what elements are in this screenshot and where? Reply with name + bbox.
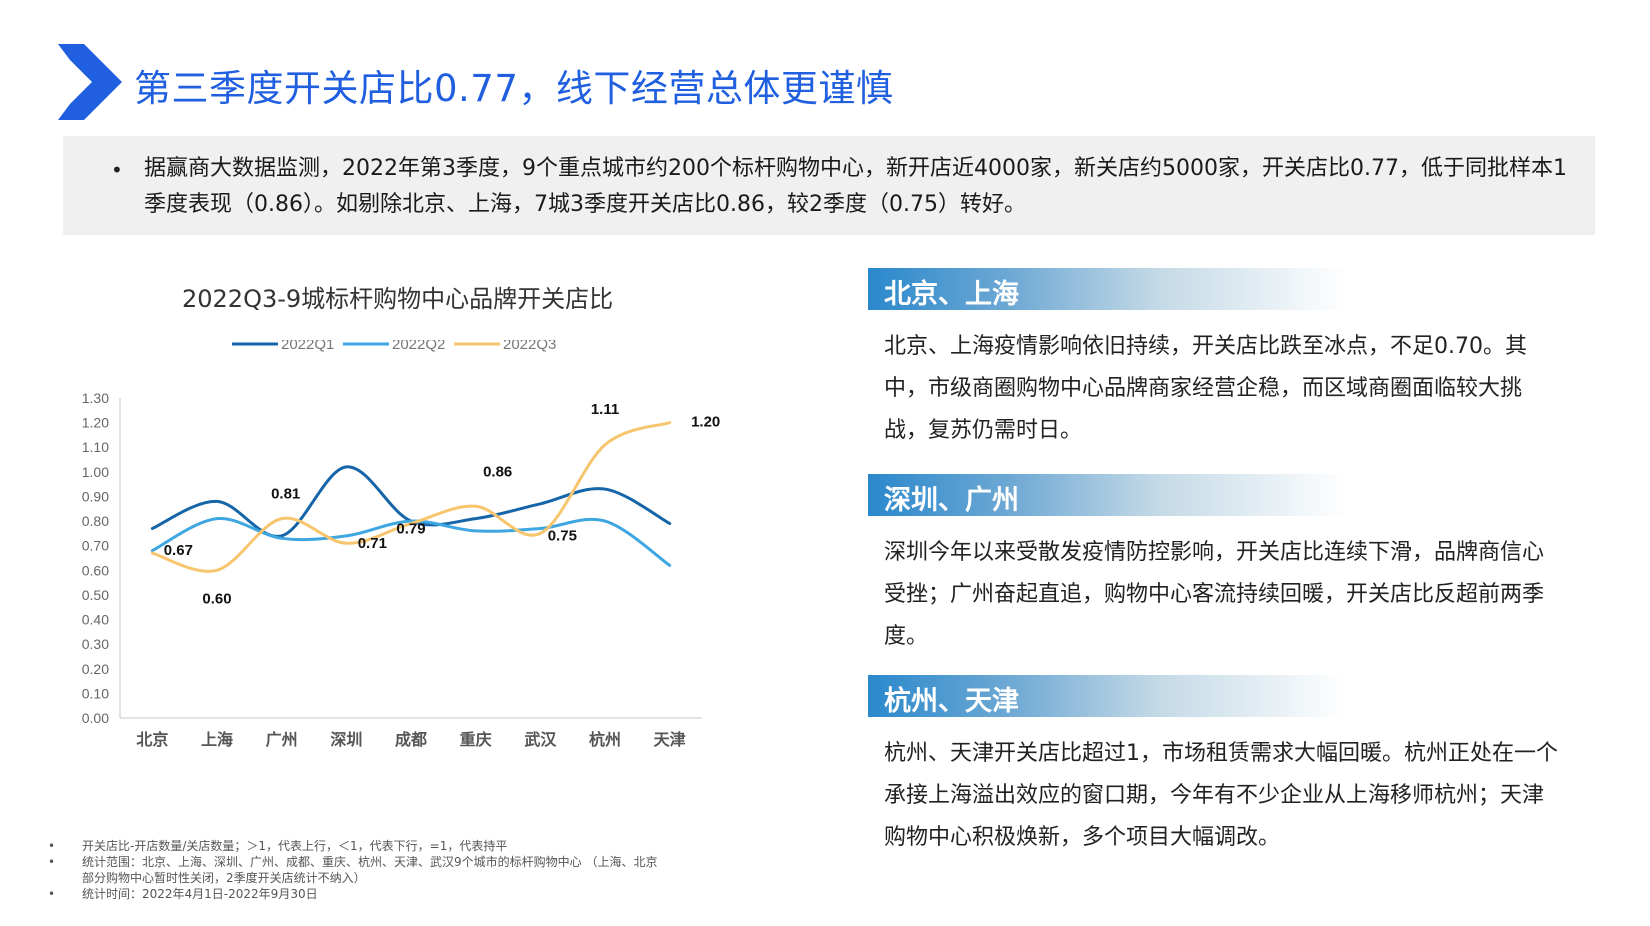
- footnote-item: • 统计范围：北京、上海、深圳、广州、成都、重庆、杭州、天津、武汉9个城市的标杆…: [48, 854, 668, 886]
- x-tick-label: 上海: [201, 730, 233, 749]
- data-label: 0.60: [202, 590, 231, 607]
- data-label: 0.86: [483, 463, 512, 480]
- series-line-2022Q3: [150, 421, 672, 573]
- footnote-text: 统计范围：北京、上海、深圳、广州、成都、重庆、杭州、天津、武汉9个城市的标杆购物…: [82, 855, 658, 885]
- y-tick-label: 0.20: [82, 661, 109, 677]
- footnote-text: 统计时间：2022年4月1日-2022年9月30日: [82, 887, 318, 901]
- y-tick-label: 1.10: [82, 439, 109, 455]
- chart-legend: 2022Q1 2022Q2 2022Q3: [232, 340, 556, 353]
- y-tick-label: 0.70: [82, 538, 109, 554]
- chevron-right-icon: [58, 44, 122, 120]
- x-tick-label: 杭州: [589, 730, 621, 749]
- section-heading-hangzhou-tianjin: 杭州、天津: [868, 675, 1348, 717]
- section-text-shenzhen-guangzhou: 深圳今年以来受散发疫情防控影响，开关店比连续下滑，品牌商信心受挫；广州奋起直追，…: [884, 540, 1545, 649]
- chart-axes: 0.00 0.10 0.20 0.30 0.40 0.50 0.60 0.70 0.80 0.90…: [82, 390, 702, 749]
- y-tick-label: 1.30: [82, 390, 109, 406]
- y-tick-label: 0.60: [82, 562, 109, 578]
- y-tick-label: 0.80: [82, 513, 109, 529]
- y-tick-label: 0.40: [82, 612, 109, 628]
- summary-text: 据赢商大数据监测，2022年第3季度，9个重点城市约200个标杆购物中心，新开店…: [144, 156, 1567, 217]
- footnote-bullet: •: [48, 887, 56, 901]
- legend-label: 2022Q2: [392, 340, 445, 353]
- x-tick-label: 深圳: [330, 730, 362, 749]
- footnotes: • 开关店比-开店数量/关店数量；＞1，代表上行，＜1，代表下行，=1，代表持平…: [48, 838, 668, 902]
- footnote-bullet: •: [48, 855, 56, 869]
- section-heading-beijing-shanghai: 北京、上海: [868, 268, 1348, 310]
- data-label: 0.79: [396, 521, 425, 538]
- footnote-item: • 开关店比-开店数量/关店数量；＞1，代表上行，＜1，代表下行，=1，代表持平: [48, 838, 668, 854]
- chart-lines: [150, 421, 672, 573]
- x-tick-label: 北京: [136, 730, 168, 749]
- y-tick-label: 1.20: [82, 415, 109, 431]
- series-line-2022Q2: [150, 517, 672, 567]
- footnote-bullet: •: [48, 839, 56, 853]
- y-tick-label: 0.50: [82, 587, 109, 603]
- data-label: 0.71: [358, 535, 387, 552]
- chart-data-labels: 0.67 0.60 0.81 0.71 0.79 0.86 0.75 1.11 1.20: [164, 401, 721, 608]
- data-label: 0.67: [164, 542, 193, 559]
- x-tick-label: 武汉: [524, 730, 557, 749]
- y-tick-label: 0.10: [82, 685, 109, 701]
- section-heading-label: 深圳、广州: [884, 485, 1019, 516]
- data-label: 0.75: [548, 527, 577, 544]
- section-text-hangzhou-tianjin: 杭州、天津开关店比超过1，市场租赁需求大幅回暖。杭州正处在一个承接上海溢出效应的…: [884, 741, 1558, 850]
- y-tick-label: 0.30: [82, 636, 109, 652]
- section-text-beijing-shanghai: 北京、上海疫情影响依旧持续，开关店比跌至冰点，不足0.70。其中，市级商圈购物中…: [884, 334, 1527, 443]
- x-tick-label: 天津: [654, 730, 686, 749]
- summary-box: • 据赢商大数据监测，2022年第3季度，9个重点城市约200个标杆购物中心，新…: [63, 136, 1595, 235]
- footnote-text: 开关店比-开店数量/关店数量；＞1，代表上行，＜1，代表下行，=1，代表持平: [82, 839, 508, 853]
- y-tick-label: 0.90: [82, 488, 109, 504]
- x-tick-label: 广州: [266, 730, 298, 749]
- data-label: 1.11: [591, 401, 619, 418]
- series-line-2022Q1: [150, 465, 672, 538]
- legend-label: 2022Q3: [503, 340, 556, 353]
- section-heading-shenzhen-guangzhou: 深圳、广州: [868, 474, 1348, 516]
- legend-label: 2022Q1: [281, 340, 334, 353]
- y-tick-label: 0.00: [82, 710, 109, 726]
- data-label: 1.20: [691, 414, 720, 431]
- section-heading-label: 北京、上海: [884, 279, 1019, 310]
- y-tick-label: 1.00: [82, 464, 109, 480]
- chart-title: 2022Q3-9城标杆购物中心品牌开关店比: [182, 285, 614, 313]
- x-tick-label: 重庆: [460, 730, 492, 749]
- summary-bullet: •: [111, 158, 123, 182]
- section-heading-label: 杭州、天津: [884, 686, 1019, 717]
- x-tick-label: 成都: [395, 730, 427, 749]
- page-title: 第三季度开关店比0.77，线下经营总体更谨慎: [134, 67, 894, 110]
- data-label: 0.81: [271, 486, 300, 503]
- line-chart: 2022Q1 2022Q2 2022Q3 0.000.100.200.300.400…: [82, 340, 721, 749]
- footnote-item: • 统计时间：2022年4月1日-2022年9月30日: [48, 886, 668, 902]
